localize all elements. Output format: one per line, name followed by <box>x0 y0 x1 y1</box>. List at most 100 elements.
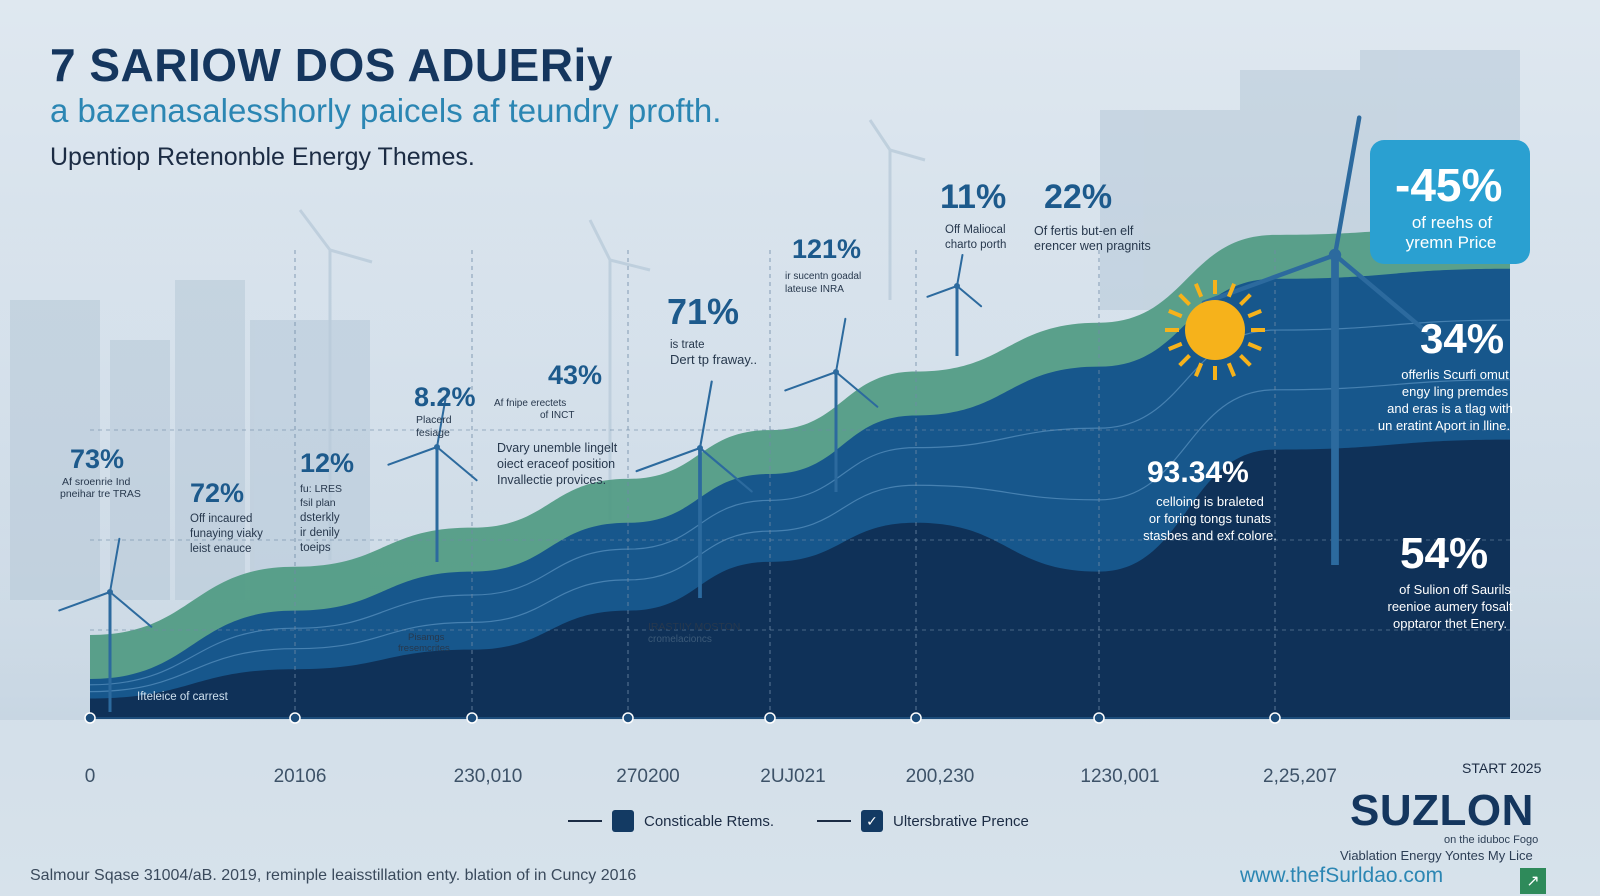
wind-turbine-icon-3 <box>635 380 753 598</box>
turbine-blade <box>835 317 847 373</box>
sun-ray <box>1247 341 1262 351</box>
turbine-blade <box>956 285 983 308</box>
annotation-caption-11d: un eratint Aport in lline. <box>1377 418 1511 433</box>
annotation-caption-11c: and eras is a tlag with <box>1387 401 1513 416</box>
annotation-value-13: 54% <box>1400 529 1489 578</box>
annotation-caption-9a: Of fertis but-en elf <box>1034 224 1134 238</box>
annotation-caption-13a: of Sulion off Saurils <box>1399 582 1511 597</box>
note-left-line1: Pisamgs <box>408 632 445 643</box>
sun-ray <box>1226 283 1236 298</box>
area-series-2 <box>90 439 1510 718</box>
x-axis <box>84 712 1510 724</box>
x-tick-label-4: 270200 <box>616 766 680 787</box>
turbine-blade <box>956 253 964 287</box>
annotation-caption-13b: reenioe aumery fosalt <box>1387 599 1513 614</box>
turbine-blade <box>698 446 753 493</box>
price-callout <box>1370 140 1530 264</box>
sun-ray <box>1168 309 1183 319</box>
turbine-blade <box>835 371 879 408</box>
chart-up-icon: ↗ <box>1520 868 1546 894</box>
annotation-value-12: 93.34% <box>1147 456 1249 489</box>
turbine-blade <box>784 371 837 392</box>
sun-ray <box>1247 309 1262 319</box>
wind-turbine-icon-6 <box>1201 115 1445 565</box>
wind-turbine-icon-4 <box>784 317 879 492</box>
turbine-blade <box>58 591 111 612</box>
sun-ray <box>1168 341 1183 351</box>
turbine-hub <box>1328 248 1342 262</box>
annotation-caption-9b: erencer wen pragnits <box>1034 239 1151 253</box>
annotation-caption-3c: dsterkly <box>300 512 340 524</box>
annotation-caption-11b: engy ling premdes <box>1401 384 1509 399</box>
turbine-hub <box>697 445 703 451</box>
annotation-caption-1a: Af sroenrie Ind <box>62 476 131 488</box>
brand-url[interactable]: www.thefSurldao.com <box>1240 864 1444 887</box>
annotation-caption-12a: celloing is braleted <box>1156 494 1264 509</box>
annotation-value-8: 11% <box>940 178 1007 216</box>
brand-logo: SUZLON <box>1350 786 1534 835</box>
x-tick-label-8: 2,25,207 <box>1263 766 1337 787</box>
x-axis-marker-4 <box>622 712 634 724</box>
wind-turbine-icon-2 <box>387 395 478 562</box>
note-box-line3: Invallectie provices. <box>497 473 607 487</box>
annotation-caption-4b: fesiage <box>416 427 450 439</box>
legend-line-1 <box>568 820 602 822</box>
x-tick-label-3: 230,010 <box>453 766 523 787</box>
x-tick-label-6: 200,230 <box>905 766 975 787</box>
turbine-hub <box>107 589 113 595</box>
annotation-caption-7b: lateuse INRA <box>785 284 844 295</box>
x-tick-label-7: 1230,001 <box>1080 766 1160 787</box>
turbine-hub <box>833 369 839 375</box>
x-axis-marker-5 <box>764 712 776 724</box>
turbine-hub <box>434 444 440 450</box>
turbine-blade <box>109 537 121 593</box>
chart-tagline: Upentiop Retenonble Energy Themes. <box>50 143 475 171</box>
annotation-caption-3b: fsil plan <box>300 497 336 509</box>
x-axis-marker-6 <box>910 712 922 724</box>
annotation-caption-5a: Af fnipe erectets <box>494 398 567 409</box>
turbine-blade <box>436 446 478 482</box>
note-left-line2: fresemcrites <box>398 643 450 654</box>
legend-item-2[interactable]: ✓ Ultersbrative Prence <box>817 810 1029 832</box>
footer-note: Salmour Sqase 31004/aB. 2019, reminple l… <box>30 867 637 884</box>
sun-ray <box>1194 362 1204 377</box>
legend-checkbox-icon: ✓ <box>861 810 883 832</box>
turbine-blade <box>635 446 702 473</box>
note-bottom-left: Ifteleice of carrest <box>137 691 228 703</box>
annotation-value-4: 8.2% <box>414 382 476 412</box>
x-axis-marker-7 <box>1093 712 1105 724</box>
x-tick-label-5: 2UJ021 <box>760 766 826 787</box>
annotation-value-7: 121% <box>792 234 862 264</box>
annotation-value-2: 72% <box>190 478 245 508</box>
turbine-hub <box>954 283 960 289</box>
annotation-caption-2a: Off incaured <box>190 513 253 525</box>
annotation-caption-3d: ir denily <box>300 527 340 539</box>
annotation-caption-12c: stasbes and exf colore. <box>1143 528 1277 543</box>
legend-swatch-1 <box>612 810 634 832</box>
turbine-blade <box>1332 115 1362 258</box>
annotation-caption-8a: Off Maliocal <box>945 224 1006 236</box>
callout-caption-line2: yremn Price <box>1405 233 1497 252</box>
callout-value: -45% <box>1395 159 1503 211</box>
turbine-blade <box>926 285 958 298</box>
legend-line-2 <box>817 820 851 822</box>
annotation-caption-2b: funaying viaky <box>190 528 263 540</box>
sun-ray <box>1178 293 1191 306</box>
annotation-caption-13c: opptaror thet Enery. <box>1393 616 1507 631</box>
note-box-line1: Dvary unemble lingelt <box>497 441 618 455</box>
sun-icon <box>1165 280 1265 380</box>
note-mid-line1: IRASTIIY MOSTON <box>648 621 741 633</box>
wind-turbine-icon-5 <box>926 253 983 356</box>
annotation-caption-3e: toeips <box>300 542 331 554</box>
turbine-blade <box>387 446 438 466</box>
area-layers <box>89 224 1511 718</box>
legend-item-1[interactable]: Consticable Rtems. <box>568 810 774 832</box>
callout-caption-line1: of reehs of <box>1411 213 1493 232</box>
chart-title: 7 SARIOW DOS ADUERiy <box>50 39 613 91</box>
x-axis-marker-2 <box>289 712 301 724</box>
annotation-value-3: 12% <box>300 448 355 478</box>
x-tick-label-2: 20106 <box>273 766 327 787</box>
annotation-value-1: 73% <box>70 444 125 474</box>
annotation-caption-5b: of INCT <box>540 410 575 421</box>
